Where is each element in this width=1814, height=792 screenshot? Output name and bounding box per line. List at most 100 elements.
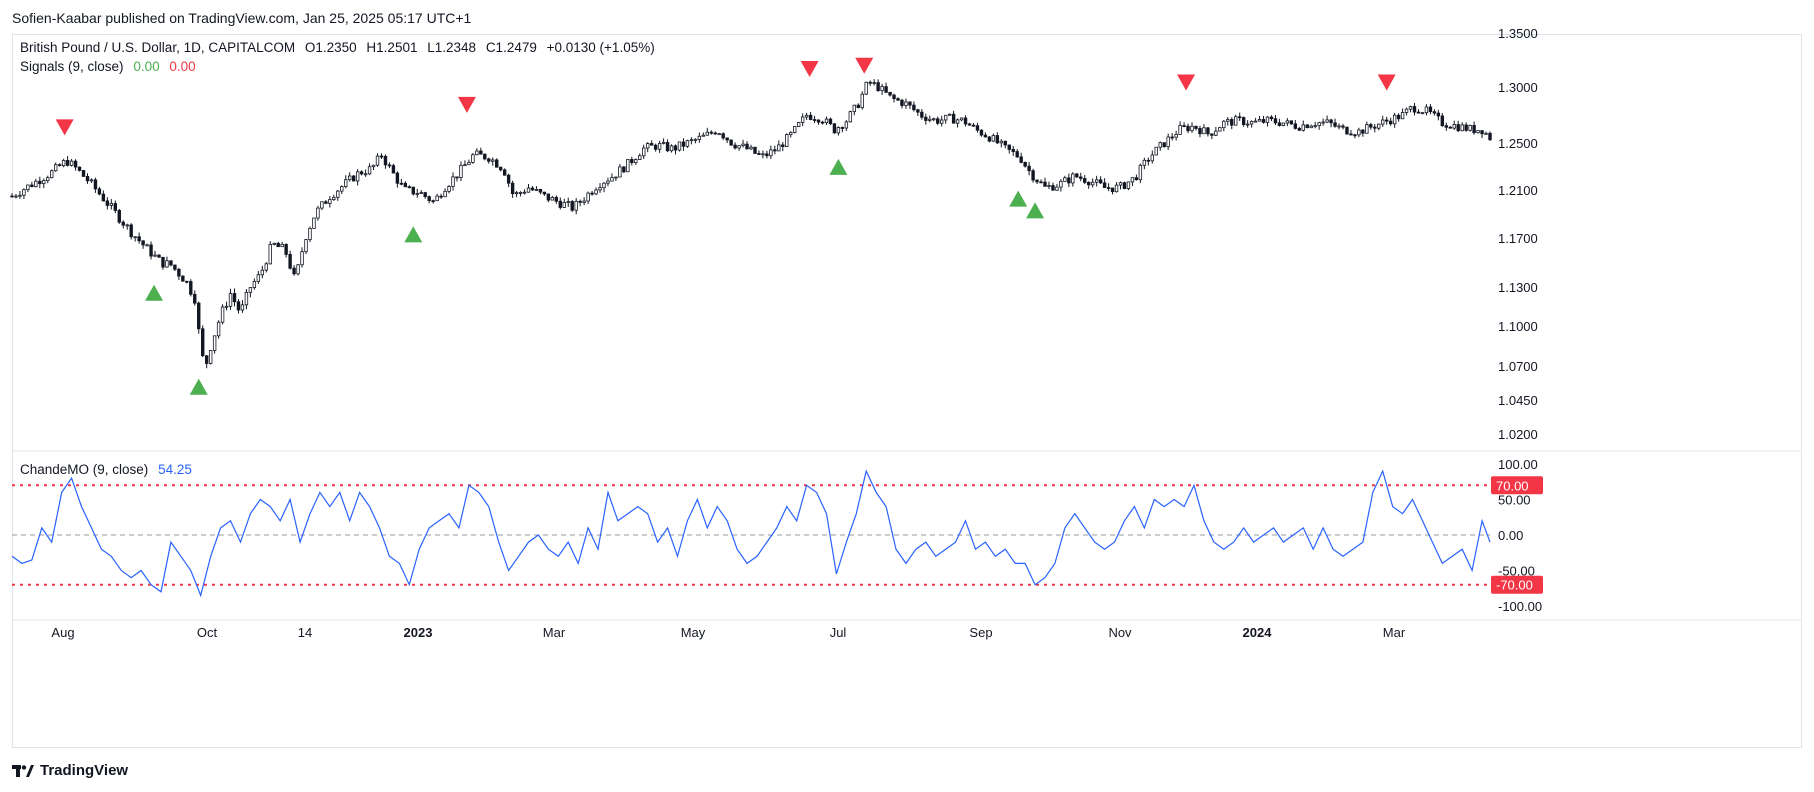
candle-body bbox=[928, 118, 932, 121]
price-axis-tick: 1.1300 bbox=[1498, 280, 1538, 295]
candle-body bbox=[1261, 119, 1266, 123]
signals-label: Signals (9, close) bbox=[20, 59, 124, 74]
candle-body bbox=[876, 82, 880, 92]
candle-body bbox=[308, 227, 312, 241]
threshold-badge bbox=[1491, 476, 1543, 495]
candle-body bbox=[514, 192, 519, 195]
candle-body bbox=[1464, 124, 1468, 131]
candle-body bbox=[1428, 106, 1433, 113]
candle-body bbox=[332, 196, 336, 200]
candle-body bbox=[1388, 120, 1393, 125]
candle-body bbox=[832, 123, 837, 134]
candle-body bbox=[407, 186, 412, 189]
candle-body bbox=[681, 141, 686, 147]
candle-body bbox=[61, 160, 66, 167]
candle-body bbox=[475, 150, 479, 156]
buy-signal-arrow bbox=[404, 226, 423, 243]
candle-body bbox=[355, 171, 360, 182]
candle-body bbox=[1384, 119, 1389, 122]
candle-body bbox=[630, 159, 634, 164]
candle-body bbox=[375, 155, 380, 166]
candle-body bbox=[1134, 177, 1139, 181]
candle-body bbox=[137, 236, 141, 242]
candle-body bbox=[1019, 156, 1023, 163]
candle-body bbox=[236, 301, 241, 311]
candle-body bbox=[113, 203, 118, 211]
candle-body bbox=[657, 142, 662, 150]
cmo-axis-tick: 100.00 bbox=[1498, 457, 1538, 472]
candle-body bbox=[777, 144, 781, 152]
candle-body bbox=[606, 180, 610, 184]
candle-body bbox=[578, 200, 582, 203]
price-axis-tick: 1.1700 bbox=[1498, 231, 1538, 246]
candle-body bbox=[1222, 120, 1226, 129]
candle-body bbox=[1118, 182, 1123, 186]
candle-body bbox=[280, 243, 284, 248]
candle-body bbox=[1083, 178, 1087, 183]
candle-body bbox=[1087, 182, 1091, 186]
candle-body bbox=[272, 242, 276, 245]
candle-body bbox=[745, 143, 749, 150]
candle-body bbox=[634, 159, 638, 164]
candle-body bbox=[689, 139, 694, 142]
candle-body bbox=[789, 132, 793, 135]
candle-body bbox=[1146, 159, 1151, 162]
threshold-badge bbox=[1491, 575, 1543, 594]
candle-body bbox=[761, 153, 765, 156]
price-axis-tick: 1.0450 bbox=[1498, 393, 1538, 408]
price-axis-tick: 1.2100 bbox=[1498, 183, 1538, 198]
candle-body bbox=[1015, 151, 1019, 158]
candle-body bbox=[157, 254, 161, 258]
sell-signal-arrow bbox=[1177, 74, 1196, 91]
candle-body bbox=[697, 135, 702, 140]
published-by: Sofien-Kaabar published on TradingView.c… bbox=[12, 10, 472, 26]
candle-body bbox=[765, 153, 769, 157]
candle-body bbox=[888, 91, 892, 96]
candle-body bbox=[971, 124, 976, 127]
candle-body bbox=[26, 184, 30, 191]
candle-body bbox=[1075, 173, 1079, 178]
candle-body bbox=[232, 293, 237, 303]
candle-body bbox=[808, 114, 813, 120]
candle-body bbox=[649, 143, 654, 146]
candle-body bbox=[1281, 122, 1286, 126]
change-value: +0.0130 (+1.05%) bbox=[546, 40, 655, 55]
candle-body bbox=[812, 119, 817, 121]
candle-body bbox=[661, 141, 666, 144]
candle-body bbox=[598, 187, 602, 191]
candle-body bbox=[920, 111, 924, 118]
candle-body bbox=[590, 192, 594, 195]
candle-body bbox=[618, 166, 622, 178]
candle-body bbox=[169, 260, 173, 266]
chart-frame[interactable] bbox=[12, 34, 1802, 748]
candle-body bbox=[1345, 126, 1349, 135]
candle-body bbox=[749, 146, 753, 150]
candle-body bbox=[1357, 129, 1361, 136]
candle-body bbox=[1444, 125, 1448, 128]
candle-body bbox=[1245, 123, 1250, 126]
candle-body bbox=[201, 328, 205, 357]
candle-body bbox=[673, 145, 678, 151]
candle-body bbox=[820, 121, 825, 124]
candle-body bbox=[379, 155, 384, 158]
candle-body bbox=[467, 162, 471, 166]
candle-body bbox=[1241, 117, 1246, 125]
candle-body bbox=[89, 179, 94, 182]
candle-body bbox=[1253, 120, 1258, 123]
candle-body bbox=[320, 201, 324, 209]
candle-body bbox=[216, 321, 221, 337]
candle-body bbox=[1126, 181, 1131, 189]
candle-body bbox=[1301, 124, 1305, 131]
candle-body bbox=[498, 166, 503, 171]
candle-body bbox=[224, 305, 229, 308]
candle-body bbox=[594, 189, 598, 195]
candle-body bbox=[1325, 119, 1329, 123]
candle-body bbox=[455, 176, 459, 179]
candle-body bbox=[1309, 125, 1313, 129]
candle-body bbox=[97, 188, 102, 195]
cmo-legend: ChandeMO (9, close) 54.25 bbox=[20, 462, 198, 477]
candle-body bbox=[73, 160, 78, 168]
candle-body bbox=[451, 176, 455, 187]
high-value: H1.2501 bbox=[366, 40, 418, 55]
